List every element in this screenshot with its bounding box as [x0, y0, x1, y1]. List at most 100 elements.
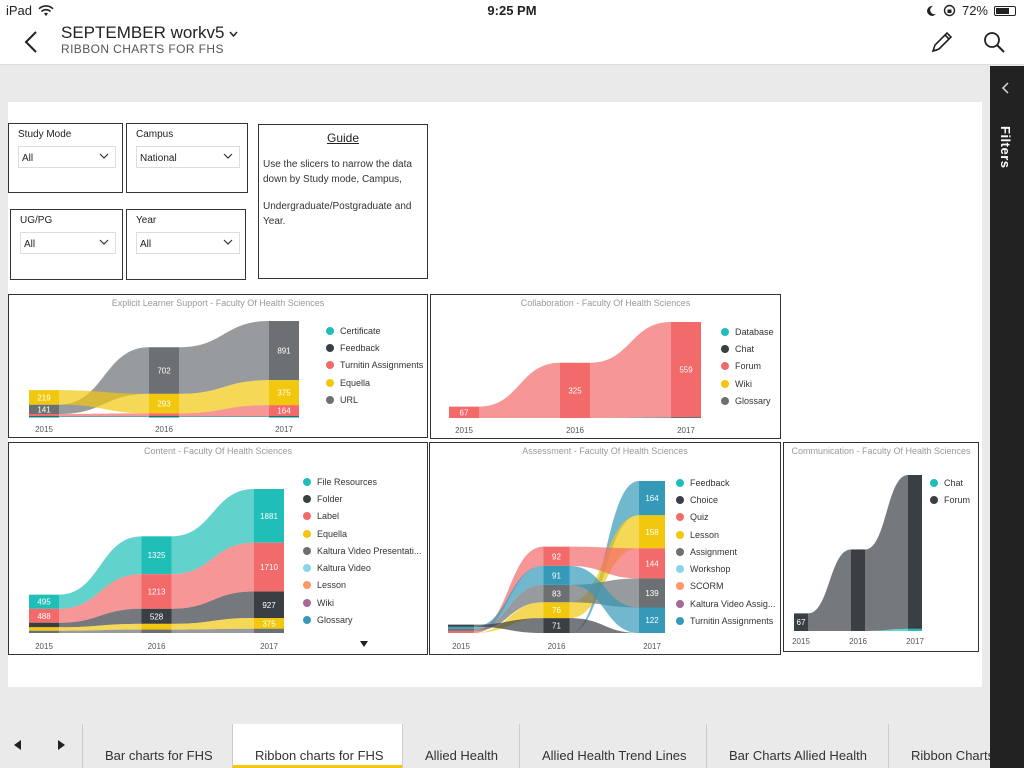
bar-segment-label[interactable]: [141, 574, 172, 609]
bar-segment-forum[interactable]: [908, 475, 922, 629]
chart-content[interactable]: Content - Faculty Of Health Sciences 495…: [8, 442, 428, 655]
ribbon-forum[interactable]: [479, 362, 560, 418]
ribbon-quiz[interactable]: [569, 546, 640, 579]
bar-segment-forum[interactable]: [671, 322, 701, 417]
legend-scroll-down-icon[interactable]: [360, 641, 368, 647]
tab-next-arrow-icon[interactable]: [54, 738, 68, 752]
ribbon-forum[interactable]: [808, 549, 851, 631]
ribbon-file-resources[interactable]: [59, 536, 142, 609]
bar-segment-feedback[interactable]: [269, 416, 299, 418]
bar-segment-quiz[interactable]: [639, 548, 665, 579]
ribbon-lesson[interactable]: [474, 602, 544, 633]
ug-pg-dropdown[interactable]: All: [20, 232, 116, 254]
legend-item[interactable]: Feedback: [326, 339, 423, 356]
bar-segment-forum[interactable]: [851, 549, 865, 631]
bar-segment-kaltura-video-presentati-[interactable]: [254, 628, 284, 633]
legend-item[interactable]: Assignment: [676, 543, 775, 560]
ribbon-glossary[interactable]: [590, 416, 671, 418]
bar-segment-certificate[interactable]: [269, 416, 299, 418]
bar-segment-url[interactable]: [29, 404, 59, 415]
bar-segment-certificate[interactable]: [149, 416, 179, 418]
ribbon-turnitin-assignments[interactable]: [569, 565, 640, 633]
ribbon-url[interactable]: [179, 321, 269, 394]
legend-item[interactable]: Forum: [721, 358, 774, 375]
legend-item[interactable]: File Resources: [303, 473, 421, 490]
bar-segment-folder[interactable]: [29, 622, 59, 628]
tab-ribbon-charts-for-fhs[interactable]: Ribbon charts for FHS: [232, 724, 402, 768]
bar-segment-lesson[interactable]: [639, 515, 665, 549]
bar-segment-certificate[interactable]: [29, 416, 59, 418]
ribbon-kaltura-video-presentati-[interactable]: [171, 628, 255, 633]
ribbon-url[interactable]: [59, 347, 149, 415]
legend-item[interactable]: Kaltura Video Assig...: [676, 595, 775, 612]
bar-segment-turnitin-assignments[interactable]: [639, 607, 665, 633]
campus-dropdown[interactable]: National: [136, 146, 240, 168]
ribbon-feedback[interactable]: [59, 416, 149, 417]
legend-item[interactable]: Feedback: [676, 474, 775, 491]
bar-segment-quiz[interactable]: [448, 630, 474, 633]
legend-item[interactable]: Wiki: [721, 375, 774, 392]
ribbon-folder[interactable]: [59, 608, 142, 628]
tab-allied-health[interactable]: Allied Health: [402, 724, 519, 768]
bar-segment-turnitin-assignments[interactable]: [448, 626, 474, 629]
bar-segment-kaltura-video-presentati-[interactable]: [141, 629, 172, 633]
tab-bar-charts-allied-health[interactable]: Bar Charts Allied Health: [706, 724, 888, 768]
bar-segment-kaltura-video-presentati-[interactable]: [29, 630, 59, 633]
bar-segment-assignment[interactable]: [639, 578, 665, 608]
ribbon-chat[interactable]: [865, 628, 908, 631]
legend-item[interactable]: Equella: [326, 374, 423, 391]
legend-item[interactable]: Forum: [930, 491, 970, 508]
ribbon-feedback[interactable]: [179, 416, 269, 417]
bar-segment-chat[interactable]: [908, 628, 922, 631]
bar-segment-file-resources[interactable]: [254, 489, 284, 543]
filters-pane[interactable]: Filters: [990, 66, 1024, 768]
ribbon-equella[interactable]: [179, 380, 269, 414]
bar-segment-equella[interactable]: [254, 618, 284, 629]
legend-item[interactable]: Kaltura Video: [303, 559, 421, 576]
bar-segment-url[interactable]: [269, 321, 299, 381]
bar-segment-choice[interactable]: [448, 624, 474, 627]
ribbon-forum[interactable]: [865, 475, 908, 631]
tab-bar-charts-for-fhs[interactable]: Bar charts for FHS: [82, 724, 232, 768]
legend-item[interactable]: Glossary: [303, 611, 421, 628]
chart-communication[interactable]: Communication - Faculty Of Health Scienc…: [783, 442, 979, 652]
search-icon[interactable]: [980, 28, 1008, 56]
bar-segment-equella[interactable]: [149, 393, 179, 414]
legend-item[interactable]: Equella: [303, 525, 421, 542]
bar-segment-forum[interactable]: [449, 406, 479, 418]
legend-item[interactable]: Label: [303, 508, 421, 525]
ribbon-forum[interactable]: [590, 322, 671, 418]
legend-item[interactable]: Chat: [721, 340, 774, 357]
ribbon-quiz[interactable]: [474, 546, 544, 633]
bar-segment-choice[interactable]: [543, 618, 570, 633]
ribbon-assignment[interactable]: [474, 584, 544, 631]
ribbon-kaltura-video-presentati-[interactable]: [59, 629, 142, 633]
legend-item[interactable]: Database: [721, 323, 774, 340]
legend-item[interactable]: Lesson: [303, 577, 421, 594]
bar-segment-folder[interactable]: [141, 608, 172, 624]
bar-segment-glossary[interactable]: [671, 416, 701, 418]
bar-segment-label[interactable]: [254, 542, 284, 592]
legend-item[interactable]: Chat: [930, 474, 970, 491]
legend-item[interactable]: URL: [326, 391, 423, 408]
report-title[interactable]: SEPTEMBER workv5: [61, 23, 238, 43]
bar-segment-lesson[interactable]: [543, 602, 570, 619]
chart-explicit-learner-support[interactable]: Explicit Learner Support - Faculty Of He…: [8, 294, 428, 438]
legend-item[interactable]: Glossary: [721, 392, 774, 409]
back-chevron-icon[interactable]: [18, 28, 46, 56]
bar-segment-assignment[interactable]: [448, 628, 474, 631]
chevron-left-icon[interactable]: [1001, 82, 1011, 94]
bar-segment-forum[interactable]: [794, 613, 808, 631]
tab-ribbon-charts[interactable]: Ribbon Charts: [888, 724, 990, 768]
bar-segment-url[interactable]: [149, 347, 179, 394]
bar-segment-turnitin-assignments[interactable]: [29, 414, 59, 417]
legend-item[interactable]: Certificate: [326, 322, 423, 339]
bar-segment-feedback[interactable]: [639, 481, 665, 516]
legend-item[interactable]: Wiki: [303, 594, 421, 611]
bar-segment-feedback[interactable]: [149, 416, 179, 418]
bar-segment-feedback[interactable]: [29, 416, 59, 418]
legend-item[interactable]: Quiz: [676, 509, 775, 526]
bar-segment-turnitin-assignments[interactable]: [149, 413, 179, 417]
filters-label[interactable]: Filters: [998, 126, 1013, 169]
legend-item[interactable]: Lesson: [676, 526, 775, 543]
